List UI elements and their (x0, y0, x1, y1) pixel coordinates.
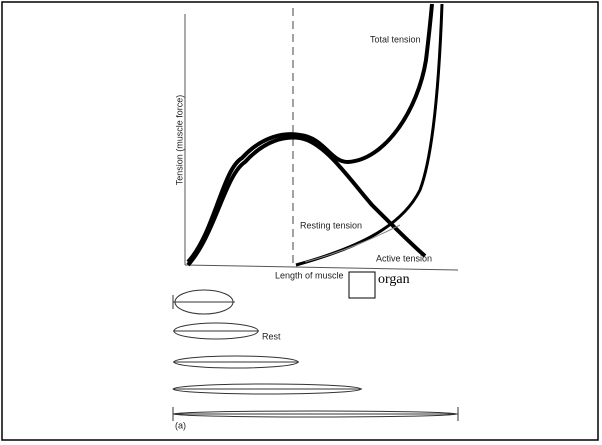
total-label: Total tension (370, 34, 421, 44)
resting-label: Resting tension (300, 220, 362, 230)
y-axis-label: Tension (muscle force) (174, 95, 184, 186)
panel-label: (a) (175, 420, 186, 430)
diagram: Tension (muscle force) Length of muscle … (0, 0, 602, 445)
active-label: Active tension (376, 253, 432, 263)
x-axis-label: Length of muscle (275, 270, 344, 280)
box-label: organ (378, 272, 410, 287)
page: Tension (muscle force) Length of muscle … (0, 0, 602, 445)
rest-label: Rest (262, 331, 281, 341)
